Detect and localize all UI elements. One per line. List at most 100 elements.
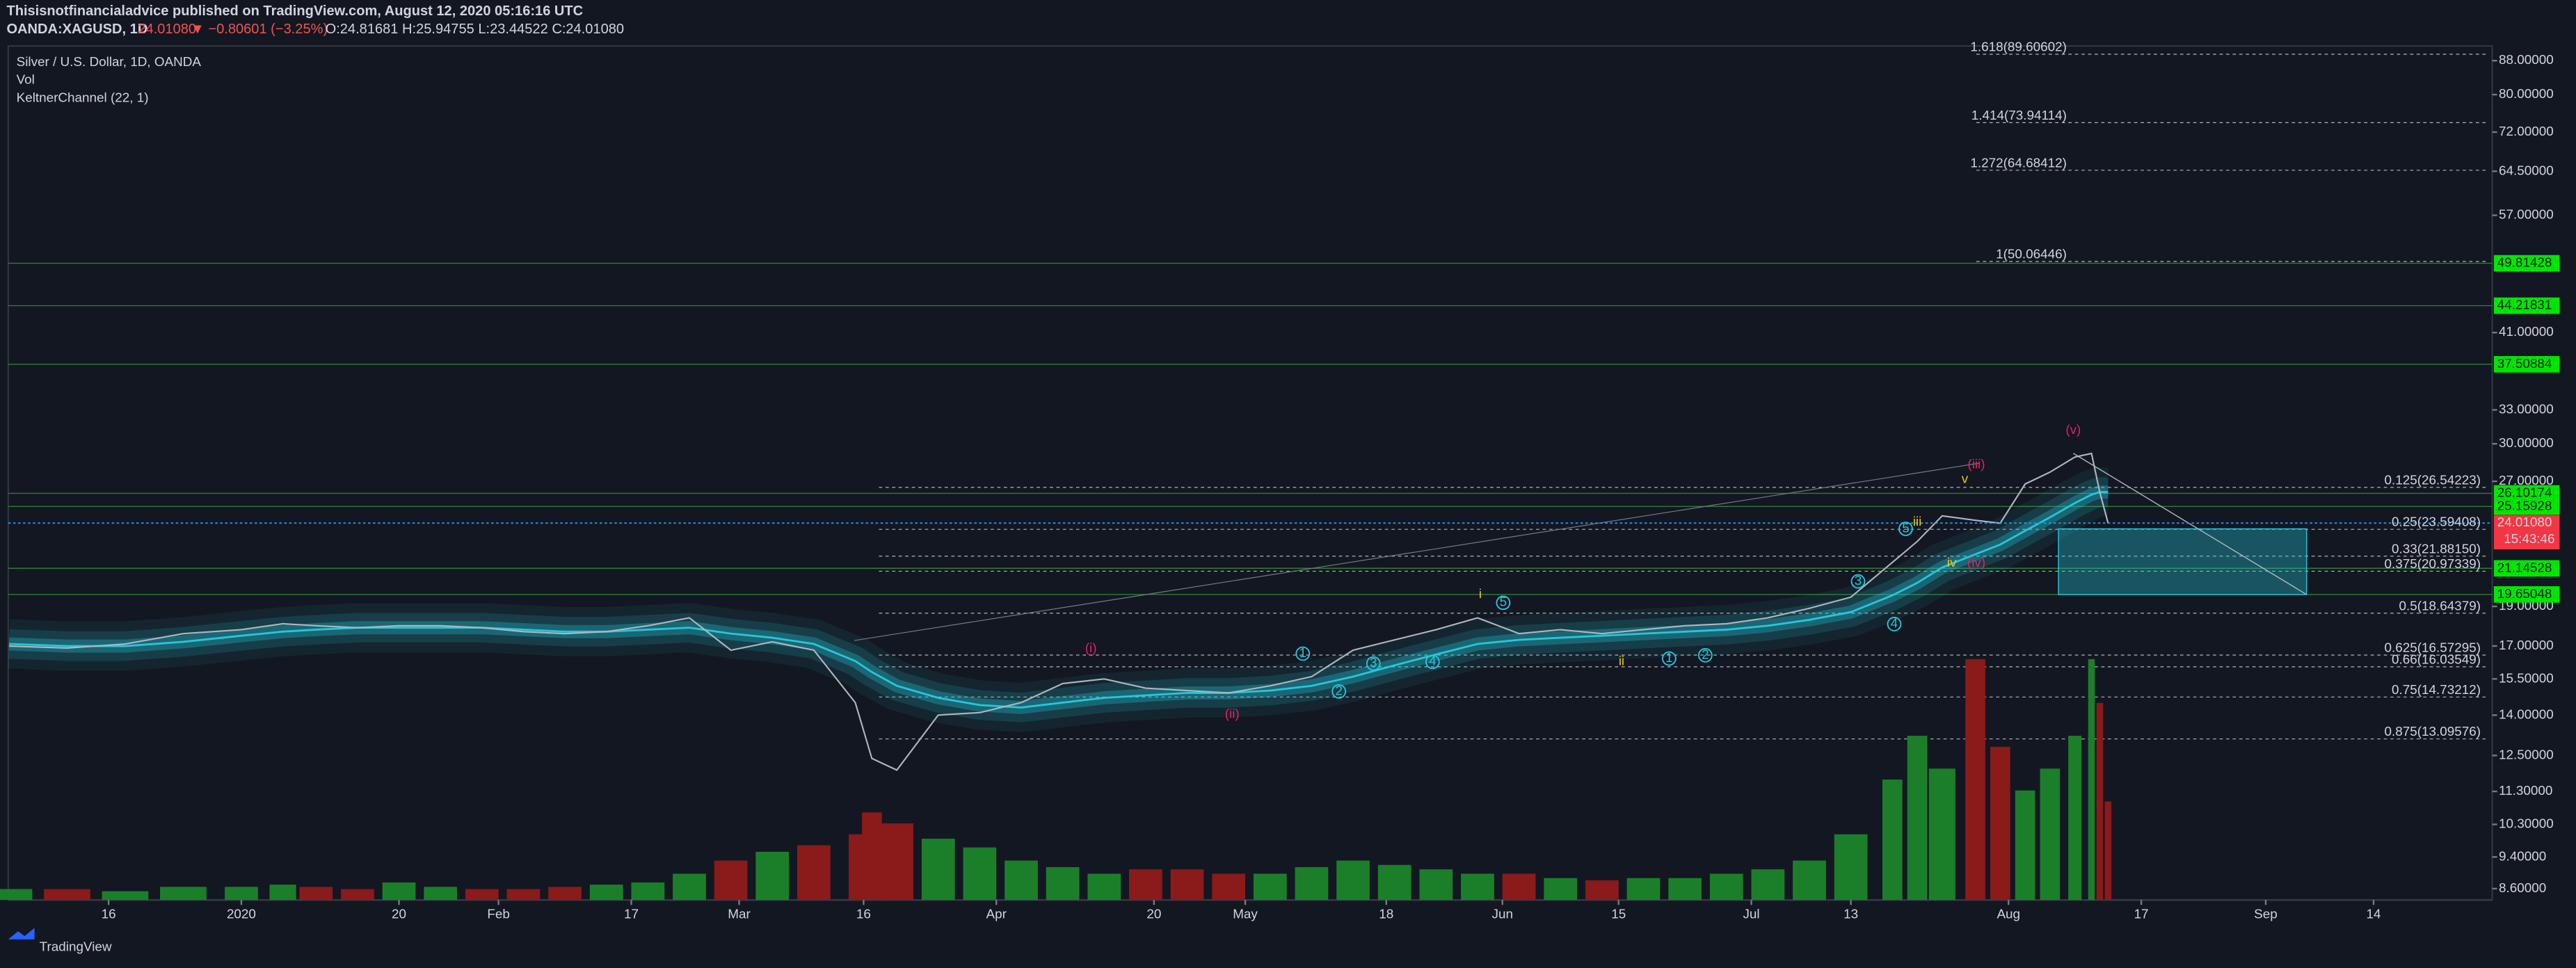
wave-label: 3 [1855,574,1862,588]
wave-label: 4 [1891,616,1898,631]
volume-bar [269,885,296,901]
y-tick-label: 41.00000 [2499,325,2554,339]
fib-label: 1.272(64.68412) [1970,156,2067,170]
volume-bar [1005,860,1038,901]
last-price-label: 24.01080 [2497,515,2552,530]
legend-vol[interactable]: Vol [17,73,35,88]
x-tick-label: 16 [856,907,871,921]
legend-main[interactable]: Silver / U.S. Dollar, 1D, OANDA [17,55,202,70]
x-tick-label: Sep [2254,907,2278,921]
volume-bar [1626,878,1661,901]
legend-keltner[interactable]: KeltnerChannel (22, 1) [17,91,149,106]
fib-label: 0.375(20.97339) [2384,557,2481,572]
wave-label: iv [1947,556,1957,570]
fib-label: 1.414(73.94114) [1971,108,2067,123]
volume-bar [1907,736,1928,901]
volume-bar [1295,866,1329,901]
volume-bar [299,887,333,901]
x-tick-label: 16 [102,907,116,921]
x-tick-label: 15 [1611,907,1626,921]
wave-circle [1425,654,1440,670]
volume-bar [1087,873,1121,901]
level-tag-label: 49.81428 [2497,256,2552,271]
keltner-mid [8,491,2109,709]
wave-label: v [1962,472,1969,487]
volume-bar [1544,878,1578,901]
volume-bar [341,889,374,901]
y-tick-label: 27.00000 [2499,474,2554,488]
publisher: Thisisnotfinancialadvice published on Tr… [6,3,583,19]
volume-bar [797,845,831,901]
wave-label: ii [1619,654,1624,669]
volume-bar [2015,790,2035,901]
fib-label: 0.875(13.09576) [2384,725,2481,739]
wave-circle [1887,617,1902,631]
y-tick-label: 30.00000 [2499,436,2554,451]
volume-bar [1419,869,1453,901]
x-tick-label: 14 [2367,907,2381,921]
volume-bar [1253,873,1287,901]
level-tag-label: 19.65048 [2497,587,2552,602]
volume-bar [755,851,790,901]
wave-label: 2 [1335,684,1343,698]
volume-bar [848,834,863,901]
volume-bar [1502,873,1536,901]
volume-bar [2068,736,2082,901]
volume-bar [673,873,706,901]
wave-circle [1331,684,1347,699]
wave-circle [1662,651,1677,666]
x-tick-label: 13 [1843,907,1858,921]
volume-bar [631,882,665,901]
y-tick-label: 12.50000 [2499,748,2554,762]
wave-label: 1 [1299,646,1307,661]
fib-label: 1(50.06446) [1996,248,2067,262]
y-tick-label: 33.00000 [2499,402,2554,417]
volume-bar [424,887,458,901]
fib-label: 0.25(23.59408) [2392,515,2481,530]
x-tick-label: Jul [1743,907,1759,921]
countdown: 15:43:46 [2504,532,2554,547]
volume-bar [2088,659,2095,901]
y-tick-label: 17.00000 [2499,638,2554,653]
fib-label: 0.625(16.57295) [2384,641,2481,656]
ohlc: O:24.81681 H:25.94755 L:23.44522 C:24.01… [326,22,624,37]
volume-bar [2040,768,2061,901]
symbol: OANDA:XAGUSD, 1D [6,22,147,37]
price-line [8,452,2109,771]
y-tick-label: 15.50000 [2499,671,2554,686]
wave-label: i [1479,587,1482,602]
footer-brand[interactable]: TradingView [40,940,112,955]
y-tick-label: 57.00000 [2499,208,2554,223]
volume-bar [1046,866,1080,901]
volume-bar [880,823,913,901]
level-tag [2493,586,2560,603]
level-tag [2493,560,2560,577]
fib-label: 0.66(16.03549) [2392,652,2481,667]
volume-bar [2104,801,2112,901]
x-tick-label: Apr [986,907,1007,921]
volume-bar [714,860,748,901]
x-tick-label: 18 [1379,907,1393,921]
x-tick-label: May [1233,907,1258,921]
volume-bar [44,889,90,901]
volume-bar [1751,869,1785,901]
wave-label: 5 [1902,521,1910,535]
volume-bar [506,889,541,901]
fib-label: 0.33(21.88150) [2392,542,2481,556]
volume-bar [1965,659,1985,901]
wave-circle [1697,647,1713,663]
x-tick-label: 17 [2134,907,2149,921]
channel-line [854,462,1980,641]
wave-label: iii [1913,515,1922,529]
target-box [2058,528,2307,595]
wave-label: (ii) [1225,707,1240,721]
volume-bar [1212,873,1246,901]
volume-bar [1928,768,1955,901]
volume-bar [1585,880,1619,901]
volume-bar [1793,860,1826,901]
x-tick-label: 2020 [227,907,256,921]
fib-label: 0.5(18.64379) [2399,599,2481,613]
volume-bar [1990,746,2010,901]
volume-bar [2096,702,2104,901]
